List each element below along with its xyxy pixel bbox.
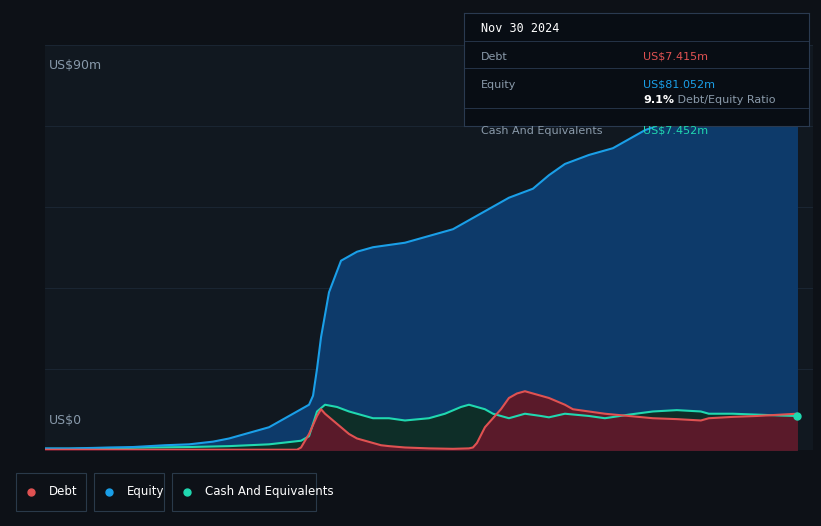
Bar [172, 473, 316, 511]
Text: US$7.452m: US$7.452m [643, 126, 709, 136]
Bar [16, 473, 86, 511]
Text: Cash And Equivalents: Cash And Equivalents [205, 485, 334, 498]
Text: Debt: Debt [49, 485, 78, 498]
Text: Nov 30 2024: Nov 30 2024 [481, 22, 559, 35]
Text: US$7.415m: US$7.415m [643, 52, 709, 62]
Text: Debt: Debt [481, 52, 508, 62]
Text: Cash And Equivalents: Cash And Equivalents [481, 126, 603, 136]
Text: US$0: US$0 [49, 414, 82, 428]
Text: Equity: Equity [127, 485, 165, 498]
Text: Debt/Equity Ratio: Debt/Equity Ratio [674, 95, 776, 105]
Text: US$81.052m: US$81.052m [643, 80, 715, 90]
Text: 9.1%: 9.1% [643, 95, 674, 105]
Bar [94, 473, 164, 511]
Text: US$90m: US$90m [49, 59, 102, 72]
Text: Equity: Equity [481, 80, 516, 90]
